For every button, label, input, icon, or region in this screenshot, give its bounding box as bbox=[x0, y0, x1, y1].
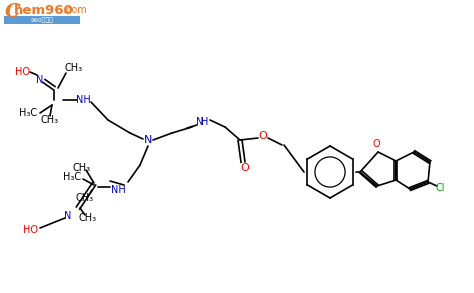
Text: Cl: Cl bbox=[435, 183, 445, 193]
Text: CH₃: CH₃ bbox=[76, 193, 94, 203]
Text: O: O bbox=[259, 131, 267, 141]
Bar bbox=[4, 16, 80, 24]
Text: H: H bbox=[201, 117, 209, 127]
Text: C: C bbox=[5, 3, 20, 21]
Text: N: N bbox=[64, 211, 72, 221]
Text: H₃C: H₃C bbox=[63, 172, 81, 182]
Text: CH₃: CH₃ bbox=[73, 163, 91, 173]
Text: hem960: hem960 bbox=[14, 4, 74, 17]
Text: CH₃: CH₃ bbox=[65, 63, 83, 73]
Text: N: N bbox=[36, 75, 44, 85]
Text: CH₃: CH₃ bbox=[79, 213, 97, 223]
Text: HO: HO bbox=[15, 67, 29, 77]
Text: .com: .com bbox=[63, 5, 87, 15]
Text: HO: HO bbox=[22, 225, 37, 235]
Text: N: N bbox=[196, 117, 204, 127]
Text: 960化工网: 960化工网 bbox=[30, 17, 54, 23]
Text: O: O bbox=[372, 139, 380, 149]
Text: CH₃: CH₃ bbox=[41, 115, 59, 125]
Text: NH: NH bbox=[76, 95, 91, 105]
Text: H₃C: H₃C bbox=[19, 108, 37, 118]
Text: O: O bbox=[241, 163, 249, 173]
Text: NH: NH bbox=[110, 185, 126, 195]
Text: N: N bbox=[144, 135, 152, 145]
